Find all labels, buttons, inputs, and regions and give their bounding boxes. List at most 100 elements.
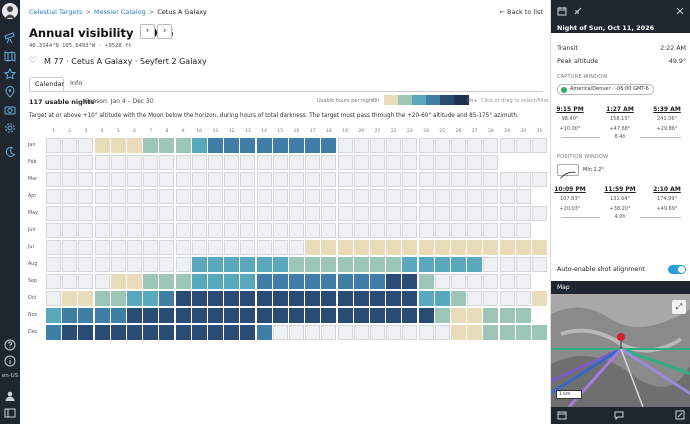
calendar-day-cell[interactable]: [46, 155, 61, 170]
calendar-day-cell[interactable]: [418, 223, 434, 238]
calendar-day-cell[interactable]: [256, 257, 272, 272]
calendar-day-cell[interactable]: [289, 189, 304, 204]
calendar-day-cell[interactable]: [289, 240, 304, 255]
capture-end-time[interactable]: 5:39 AM: [653, 106, 681, 113]
calendar-day-cell[interactable]: [499, 189, 515, 204]
breadcrumb-link-messier-catalog[interactable]: Messier Catalog: [93, 8, 146, 16]
camera-icon[interactable]: [4, 104, 16, 116]
calendar-day-cell[interactable]: [305, 155, 321, 170]
calendar-day-cell[interactable]: [191, 155, 207, 170]
calendar-day-cell[interactable]: [256, 172, 272, 187]
calendar-day-cell[interactable]: [78, 189, 94, 204]
calendar-day-cell[interactable]: [175, 138, 191, 153]
calendar-day-cell[interactable]: [370, 257, 385, 272]
calendar-day-cell[interactable]: [515, 291, 531, 306]
calendar-day-cell[interactable]: [46, 172, 61, 187]
calendar-day-cell[interactable]: [515, 138, 531, 153]
calendar-day-cell[interactable]: [451, 240, 466, 255]
calendar-day-cell[interactable]: [94, 189, 110, 204]
calendar-day-cell[interactable]: [418, 189, 434, 204]
calendar-day-cell[interactable]: [46, 325, 61, 340]
tab-info[interactable]: Info: [70, 79, 83, 87]
calendar-day-cell[interactable]: [321, 308, 337, 323]
calendar-day-cell[interactable]: [208, 138, 223, 153]
calendar-day-cell[interactable]: [62, 291, 78, 306]
calendar-day-cell[interactable]: [94, 240, 110, 255]
calendar-day-cell[interactable]: [321, 257, 337, 272]
prev-year-button[interactable]: ‹: [140, 24, 155, 39]
calendar-day-cell[interactable]: [305, 274, 321, 289]
calendar-day-cell[interactable]: [256, 308, 272, 323]
calendar-day-cell[interactable]: [386, 308, 402, 323]
calendar-day-cell[interactable]: [208, 223, 223, 238]
calendar-day-cell[interactable]: [467, 138, 483, 153]
calendar-day-cell[interactable]: [175, 223, 191, 238]
calendar-day-cell[interactable]: [159, 172, 175, 187]
calendar-day-cell[interactable]: [208, 155, 223, 170]
calendar-day-cell[interactable]: [240, 274, 256, 289]
calendar-day-cell[interactable]: [143, 291, 159, 306]
calendar-day-cell[interactable]: [370, 155, 385, 170]
calendar-day-cell[interactable]: [353, 189, 369, 204]
legend-swatch[interactable]: [384, 95, 399, 105]
calendar-day-cell[interactable]: [434, 189, 450, 204]
calendar-day-cell[interactable]: [337, 274, 353, 289]
calendar-day-cell[interactable]: [175, 240, 191, 255]
calendar-day-cell[interactable]: [46, 291, 61, 306]
calendar-day-cell[interactable]: [127, 291, 142, 306]
calendar-day-cell[interactable]: [467, 308, 483, 323]
calendar-day-cell[interactable]: [46, 240, 61, 255]
calendar-day-cell[interactable]: [386, 240, 402, 255]
calendar-day-cell[interactable]: [94, 308, 110, 323]
calendar-day-cell[interactable]: [483, 240, 499, 255]
calendar-day-cell[interactable]: [499, 206, 515, 221]
calendar-day-cell[interactable]: [127, 138, 142, 153]
back-to-list-link[interactable]: ← Back to list: [499, 8, 544, 16]
calendar-day-cell[interactable]: [159, 274, 175, 289]
calendar-day-cell[interactable]: [127, 155, 142, 170]
calendar-day-cell[interactable]: [402, 274, 418, 289]
calendar-day-cell[interactable]: [337, 189, 353, 204]
calendar-day-cell[interactable]: [515, 308, 531, 323]
calendar-day-cell[interactable]: [434, 325, 450, 340]
calendar-day-cell[interactable]: [305, 291, 321, 306]
calendar-day-cell[interactable]: [208, 274, 223, 289]
calendar-day-cell[interactable]: [483, 189, 499, 204]
calendar-day-cell[interactable]: [467, 240, 483, 255]
calendar-day-cell[interactable]: [499, 172, 515, 187]
calendar-day-cell[interactable]: [143, 257, 159, 272]
calendar-day-cell[interactable]: [402, 325, 418, 340]
calendar-day-cell[interactable]: [434, 274, 450, 289]
calendar-day-cell[interactable]: [224, 138, 240, 153]
calendar-day-cell[interactable]: [94, 291, 110, 306]
locale-label[interactable]: en-US: [1, 373, 19, 379]
calendar-day-cell[interactable]: [78, 257, 94, 272]
calendar-day-cell[interactable]: [321, 155, 337, 170]
calendar-day-cell[interactable]: [305, 189, 321, 204]
calendar-day-cell[interactable]: [289, 138, 304, 153]
altitude-curve-icon[interactable]: [557, 164, 579, 179]
calendar-day-cell[interactable]: [467, 172, 483, 187]
calendar-day-cell[interactable]: [515, 240, 531, 255]
calendar-day-cell[interactable]: [451, 172, 466, 187]
calendar-day-cell[interactable]: [208, 172, 223, 187]
calendar-day-cell[interactable]: [402, 138, 418, 153]
calendar-day-cell[interactable]: [434, 223, 450, 238]
calendar-day-cell[interactable]: [272, 257, 288, 272]
calendar-day-cell[interactable]: [191, 138, 207, 153]
calendar-day-cell[interactable]: [159, 308, 175, 323]
calendar-day-cell[interactable]: [62, 172, 78, 187]
calendar-day-cell[interactable]: [451, 138, 466, 153]
calendar-day-cell[interactable]: [499, 257, 515, 272]
calendar-day-cell[interactable]: [143, 308, 159, 323]
calendar-day-cell[interactable]: [418, 155, 434, 170]
user-icon[interactable]: [4, 390, 16, 402]
calendar-day-cell[interactable]: [434, 291, 450, 306]
calendar-day-cell[interactable]: [62, 189, 78, 204]
calendar-day-cell[interactable]: [78, 172, 94, 187]
calendar-day-cell[interactable]: [110, 223, 126, 238]
calendar-day-cell[interactable]: [62, 325, 78, 340]
calendar-day-cell[interactable]: [159, 291, 175, 306]
calendar-day-cell[interactable]: [483, 155, 499, 170]
calendar-day-cell[interactable]: [78, 155, 94, 170]
